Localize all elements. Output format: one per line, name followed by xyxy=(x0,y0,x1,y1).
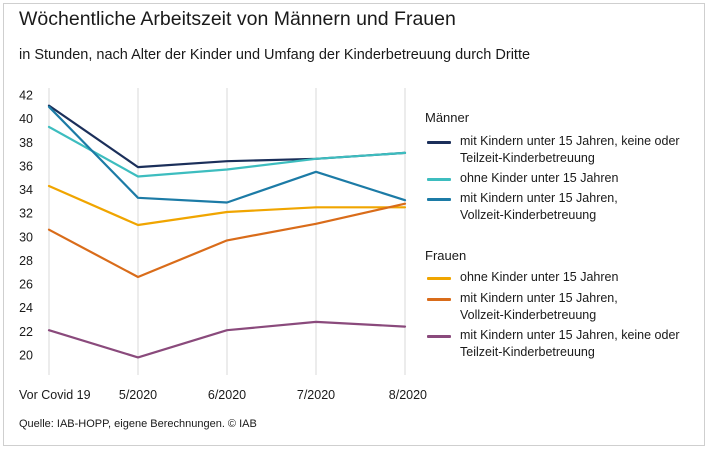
x-tick-label: 6/2020 xyxy=(208,388,246,402)
x-tick-label: 7/2020 xyxy=(297,388,335,402)
y-tick-label: 36 xyxy=(19,159,33,173)
legend-label: mit Kindern unter 15 Jahren, Vollzeit-Ki… xyxy=(460,191,618,222)
y-tick-label: 32 xyxy=(19,207,33,221)
x-tick-label: 5/2020 xyxy=(119,388,157,402)
legend-swatch xyxy=(427,298,451,301)
legend-swatch xyxy=(427,178,451,181)
y-tick-label: 28 xyxy=(19,254,33,268)
legend-swatch xyxy=(427,198,451,201)
chart-frame xyxy=(3,3,705,446)
source-note: Quelle: IAB-HOPP, eigene Berechnungen. ©… xyxy=(19,418,257,430)
legend-label: ohne Kinder unter 15 Jahren xyxy=(460,270,619,284)
y-tick-label: 20 xyxy=(19,349,33,363)
chart-title: Wöchentliche Arbeitszeit von Männern und… xyxy=(19,8,456,30)
chart-subtitle: in Stunden, nach Alter der Kinder und Um… xyxy=(19,47,531,63)
legend-label: mit Kindern unter 15 Jahren, Vollzeit-Ki… xyxy=(460,291,618,322)
y-tick-label: 42 xyxy=(19,89,33,103)
y-tick-label: 38 xyxy=(19,136,33,150)
legend-label: mit Kindern unter 15 Jahren, keine oder … xyxy=(460,134,680,165)
legend-swatch xyxy=(427,277,451,280)
y-tick-label: 24 xyxy=(19,301,33,315)
legend-group-women: Frauen xyxy=(425,248,467,263)
y-tick-label: 22 xyxy=(19,325,33,339)
series-line xyxy=(47,125,407,178)
y-tick-label: 40 xyxy=(19,112,33,126)
legend-label: mit Kindern unter 15 Jahren, keine oder … xyxy=(460,328,680,359)
x-tick-label: Vor Covid 19 xyxy=(19,388,91,402)
x-tick-label: 8/2020 xyxy=(389,388,427,402)
y-tick-label: 34 xyxy=(19,183,33,197)
series-line xyxy=(47,184,407,227)
series-line xyxy=(47,320,407,359)
y-tick-label: 26 xyxy=(19,278,33,292)
legend-label: ohne Kinder unter 15 Jahren xyxy=(460,171,619,185)
legend-swatch xyxy=(427,141,451,144)
legend-group-men: Männer xyxy=(425,110,470,125)
series-line xyxy=(47,105,407,204)
legend-swatch xyxy=(427,335,451,338)
y-tick-label: 30 xyxy=(19,230,33,244)
series-line xyxy=(47,202,407,279)
